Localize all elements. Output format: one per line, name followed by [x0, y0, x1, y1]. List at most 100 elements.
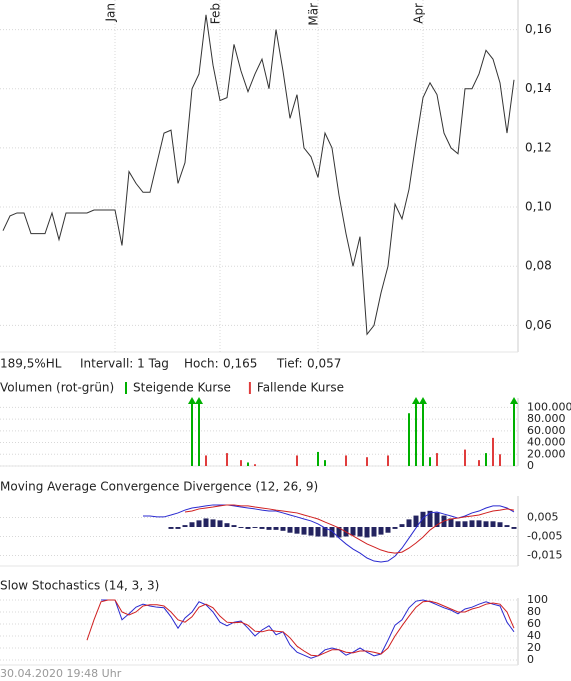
bar [231, 525, 237, 528]
overflow-arrow [195, 397, 203, 404]
bar [301, 527, 307, 535]
series-line [2, 14, 515, 336]
bar [205, 455, 207, 466]
panel-title: Moving Average Convergence Divergence (1… [0, 480, 318, 494]
y-tick-label: 0 [527, 459, 534, 472]
footer: 30.04.2020 19:48 Uhr [0, 667, 122, 680]
panel-title: Slow Stochastics (14, 3, 3) [0, 579, 159, 593]
bar [462, 521, 468, 528]
bar [371, 527, 377, 537]
bar [247, 462, 249, 466]
bar [266, 527, 272, 530]
bar [366, 457, 368, 466]
bar [254, 464, 256, 466]
bar [464, 449, 466, 466]
bar [448, 518, 454, 528]
y-tick-label: 60 [527, 617, 541, 630]
bar [436, 453, 438, 466]
y-tick-label: 0,16 [525, 22, 552, 36]
legend-label: Steigende Kurse [133, 381, 231, 395]
bar [175, 527, 181, 529]
overflow-arrow [188, 397, 196, 404]
y-tick-label: 80 [527, 605, 541, 618]
bar [406, 519, 412, 528]
series-line [143, 504, 515, 563]
bar [287, 527, 293, 533]
legend-swatch [248, 382, 251, 394]
bar [357, 527, 363, 537]
bar [238, 527, 244, 528]
bar [511, 527, 517, 529]
bar [315, 527, 321, 537]
bar [182, 525, 188, 528]
bar [345, 455, 347, 466]
y-tick-label: 0,14 [525, 81, 552, 95]
y-tick-label: 0,10 [525, 200, 552, 214]
legend-swatch [125, 382, 127, 394]
overflow-arrow [510, 397, 518, 404]
bar [427, 510, 433, 528]
bar [191, 403, 193, 466]
series-line [86, 599, 515, 657]
panel-title: Volumen (rot-grün) [0, 381, 114, 395]
bar [196, 520, 202, 528]
x-tick-label: Apr [412, 3, 426, 24]
bar [504, 525, 510, 528]
bar [490, 521, 496, 528]
bar [308, 527, 314, 536]
bar [210, 519, 216, 528]
legend-label: Fallende Kurse [257, 381, 344, 395]
y-tick-label: 100.000 [527, 400, 571, 413]
bar [455, 521, 461, 528]
bar [378, 527, 384, 535]
bar [317, 451, 319, 466]
bar [497, 522, 503, 528]
bar [329, 527, 335, 538]
bar [485, 453, 487, 466]
bar [296, 455, 298, 466]
bar [499, 454, 501, 466]
bar [387, 455, 389, 466]
y-tick-label: 20 [527, 641, 541, 654]
bar [399, 524, 405, 528]
y-tick-label: 0,12 [525, 140, 552, 154]
bar [189, 522, 195, 528]
y-tick-label: 0,005 [527, 510, 559, 523]
bar [420, 511, 426, 528]
y-tick-label: -0,015 [527, 549, 562, 562]
bar [217, 520, 223, 528]
y-tick-label: 0 [527, 653, 534, 666]
y-tick-label: 40.000 [527, 436, 566, 449]
y-tick-label: 0,08 [525, 259, 552, 273]
bar [294, 527, 300, 534]
info-high: 0,165 [223, 357, 257, 371]
bar [476, 520, 482, 528]
bar [422, 403, 424, 466]
info-high-label: Hoch: [184, 357, 219, 371]
bar [413, 515, 419, 528]
bar [385, 527, 391, 533]
info-low: 0,057 [307, 357, 341, 371]
bar [434, 512, 440, 528]
bar [492, 437, 494, 466]
bar [415, 403, 417, 466]
bar [364, 527, 370, 538]
overflow-arrow [419, 397, 427, 404]
bar [478, 460, 480, 466]
bar [203, 518, 209, 528]
bar [322, 527, 328, 537]
bar [336, 527, 342, 538]
bar [226, 453, 228, 466]
bar [469, 520, 475, 528]
series-line [184, 504, 515, 554]
info-low-label: Tief: [276, 357, 303, 371]
bar [245, 527, 251, 529]
y-tick-label: -0,005 [527, 530, 562, 543]
bar [392, 527, 398, 529]
bar [240, 460, 242, 466]
bar [198, 403, 200, 466]
bar [513, 403, 515, 466]
bar [324, 460, 326, 466]
